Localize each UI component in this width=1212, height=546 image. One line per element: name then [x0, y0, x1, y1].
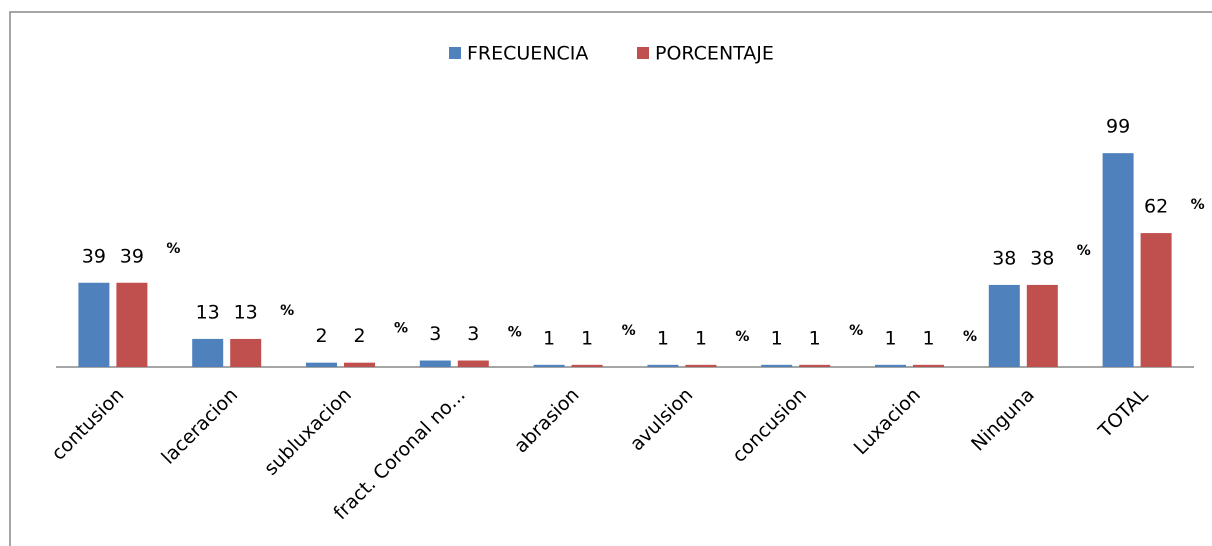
bar — [457, 360, 489, 367]
data-label: 1 — [657, 327, 669, 349]
data-label: 1 — [695, 327, 707, 349]
x-tick-label: avulsion — [626, 384, 697, 455]
data-label: 39 — [82, 245, 106, 267]
bar — [230, 338, 262, 367]
data-label: 1 — [809, 327, 821, 349]
bar — [685, 364, 717, 367]
x-tick-label: contusion — [47, 384, 128, 465]
bar — [571, 364, 603, 367]
percent-label: % — [849, 323, 863, 339]
bar — [988, 284, 1020, 367]
legend-swatch — [637, 47, 649, 59]
percent-label: % — [280, 303, 294, 319]
data-label: 1 — [922, 327, 934, 349]
bar — [306, 362, 337, 367]
data-label: 2 — [353, 325, 365, 347]
bar — [647, 364, 679, 367]
data-label: 1 — [543, 327, 555, 349]
x-tick-label: concusion — [728, 384, 811, 467]
data-label: 38 — [992, 247, 1016, 269]
chart-frame — [9, 11, 1212, 546]
data-label: 62 — [1144, 196, 1168, 218]
percent-label: % — [508, 325, 522, 341]
x-tick-label: Ninguna — [967, 384, 1039, 456]
x-tick-label: subluxacion — [260, 384, 356, 480]
data-label: 1 — [884, 327, 896, 349]
legend-label: PORCENTAJE — [655, 43, 774, 65]
bar — [419, 360, 451, 367]
bar — [761, 364, 793, 367]
data-label: 99 — [1106, 116, 1130, 138]
data-label: 1 — [771, 327, 783, 349]
data-label: 39 — [120, 245, 144, 267]
legend-swatch — [449, 47, 461, 59]
percent-label: % — [963, 329, 977, 345]
x-tick-label: abrasion — [510, 384, 584, 458]
bar — [116, 282, 148, 367]
data-label: 2 — [315, 325, 327, 347]
data-label: 1 — [581, 327, 593, 349]
bar — [533, 364, 565, 367]
bar — [192, 338, 224, 367]
percent-label: % — [622, 323, 636, 339]
bar — [875, 364, 906, 367]
data-label: 13 — [234, 301, 258, 323]
data-label: 38 — [1030, 247, 1054, 269]
bar — [913, 364, 944, 367]
data-label: 3 — [467, 323, 479, 345]
data-label: 3 — [429, 323, 441, 345]
x-tick-label: TOTAL — [1094, 384, 1153, 443]
percent-label: % — [735, 329, 749, 345]
bar — [1140, 233, 1172, 367]
bar — [799, 364, 831, 367]
x-tick-label: Luxacion — [850, 384, 925, 459]
bar — [1026, 284, 1058, 367]
data-label: 13 — [196, 301, 220, 323]
percent-label: % — [1077, 243, 1091, 259]
bar — [344, 362, 375, 367]
bar — [1102, 153, 1134, 367]
percent-label: % — [394, 321, 408, 337]
percent-label: % — [166, 241, 180, 257]
percent-label: % — [1191, 197, 1205, 213]
bar — [78, 282, 110, 367]
x-tick-label: laceracion — [157, 384, 242, 469]
legend-label: FRECUENCIA — [467, 43, 588, 65]
